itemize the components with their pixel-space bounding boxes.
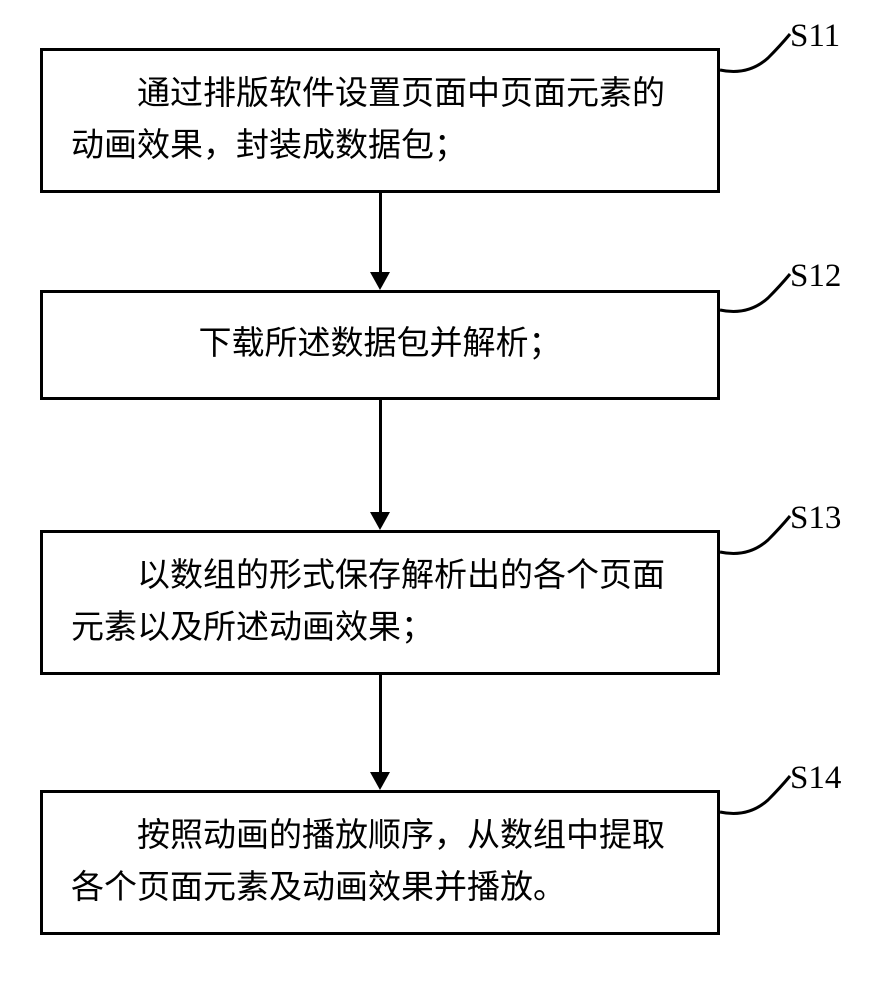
arrow-s13-s14 — [370, 675, 390, 790]
callout-s12 — [718, 268, 798, 328]
step-box-s12: 下载所述数据包并解析； — [40, 290, 720, 400]
arrow-s11-s12 — [370, 193, 390, 290]
arrow-s12-s13 — [370, 400, 390, 530]
step-box-s11: 通过排版软件设置页面中页面元素的动画效果，封装成数据包； — [40, 48, 720, 193]
step-text-s13: 以数组的形式保存解析出的各个页面元素以及所述动画效果； — [71, 551, 689, 653]
step-box-s13: 以数组的形式保存解析出的各个页面元素以及所述动画效果； — [40, 530, 720, 675]
step-text-s14: 按照动画的播放顺序，从数组中提取各个页面元素及动画效果并播放。 — [71, 811, 689, 913]
step-text-s12: 下载所述数据包并解析； — [71, 319, 689, 370]
callout-s14 — [718, 770, 798, 830]
step-box-s14: 按照动画的播放顺序，从数组中提取各个页面元素及动画效果并播放。 — [40, 790, 720, 935]
step-text-s11: 通过排版软件设置页面中页面元素的动画效果，封装成数据包； — [71, 69, 689, 171]
flowchart-container: 通过排版软件设置页面中页面元素的动画效果，封装成数据包； S11 下载所述数据包… — [0, 0, 892, 1000]
callout-s11 — [718, 28, 798, 88]
callout-s13 — [718, 510, 798, 570]
